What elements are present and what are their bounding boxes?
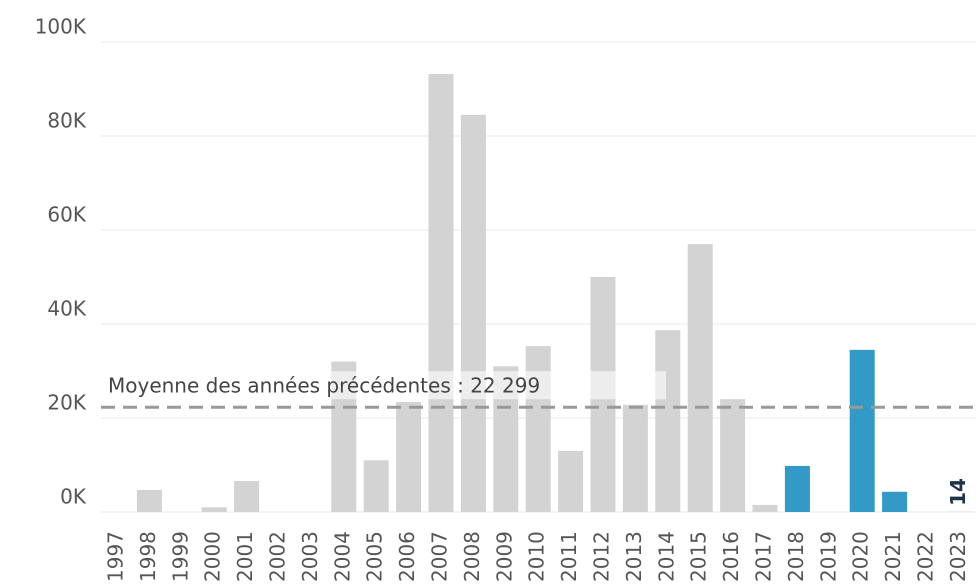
bar	[720, 399, 746, 512]
bar	[363, 460, 389, 512]
bar	[849, 349, 875, 512]
x-tick-label: 2016	[719, 531, 743, 582]
x-tick-label: 1999	[168, 531, 192, 582]
x-tick-label: 2023	[946, 531, 970, 582]
bar	[655, 330, 681, 512]
x-tick-label: 2019	[816, 531, 840, 582]
bar	[882, 491, 908, 512]
x-tick-label: 2018	[784, 531, 808, 582]
x-tick-label: 2000	[201, 531, 225, 582]
x-tick-label: 2014	[654, 531, 678, 582]
average-label-bg	[104, 371, 666, 400]
bar	[752, 504, 778, 512]
x-tick-label: 2002	[266, 531, 290, 582]
bar	[428, 73, 454, 513]
bar	[558, 450, 584, 512]
bar	[622, 404, 648, 512]
bar	[687, 244, 713, 512]
bar	[460, 114, 486, 512]
average-label: Moyenne des années précédentes : 22 299	[108, 374, 540, 398]
bar	[396, 402, 422, 512]
x-tick-label: 2008	[460, 531, 484, 582]
x-tick-label: 2009	[492, 531, 516, 582]
x-tick-label: 2011	[557, 531, 581, 582]
x-tick-label: 2005	[363, 531, 387, 582]
y-tick-label: 60K	[47, 203, 86, 227]
x-tick-label: 2020	[849, 531, 873, 582]
y-tick-label: 0K	[60, 485, 87, 509]
x-tick-label: 2007	[428, 531, 452, 582]
y-tick-label: 20K	[47, 391, 86, 415]
x-tick-label: 2017	[752, 531, 776, 582]
x-tick-label: 2003	[298, 531, 322, 582]
x-tick-label: 2004	[330, 531, 354, 582]
bar	[784, 465, 810, 512]
x-tick-label: 2010	[525, 531, 549, 582]
x-tick-label: 2021	[881, 531, 905, 582]
x-tick-label: 1998	[136, 531, 160, 582]
x-tick-label: 1997	[104, 531, 128, 582]
y-tick-label: 100K	[35, 15, 87, 39]
y-tick-label: 80K	[47, 109, 86, 133]
bar	[525, 346, 551, 512]
x-tick-label: 2012	[590, 531, 614, 582]
bar	[136, 489, 162, 512]
x-tick-label: 2015	[687, 531, 711, 582]
bar	[201, 507, 227, 512]
x-tick-label: 2001	[233, 531, 257, 582]
y-tick-label: 40K	[47, 297, 86, 321]
x-tick-label: 2022	[914, 531, 938, 582]
bar	[234, 480, 260, 512]
data-label: 14	[946, 478, 970, 506]
x-tick-label: 2006	[395, 531, 419, 582]
x-tick-label: 2013	[622, 531, 646, 582]
